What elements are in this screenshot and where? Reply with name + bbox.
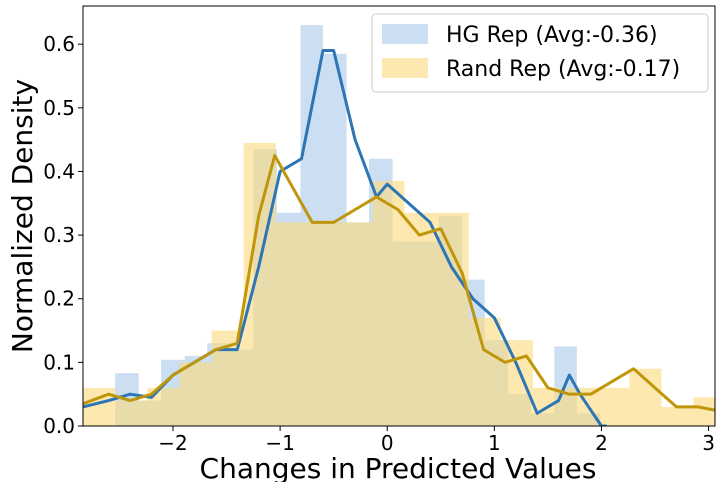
y-tick-label: 0.3 — [43, 223, 75, 247]
histogram-bar — [115, 400, 148, 426]
legend-label: Rand Rep (Avg:-0.17) — [446, 57, 680, 82]
legend-label: HG Rep (Avg:-0.36) — [446, 23, 658, 48]
y-tick-label: 0.1 — [43, 350, 75, 374]
histogram-bar — [500, 340, 533, 426]
histogram-bar — [661, 406, 694, 426]
y-tick-label: 0.6 — [43, 32, 75, 56]
x-tick-label: 0 — [381, 431, 394, 455]
x-axis-label: Changes in Predicted Values — [200, 452, 597, 482]
x-tick-label: 2 — [595, 431, 608, 455]
x-tick-label: −2 — [158, 431, 187, 455]
plot-area — [83, 25, 715, 426]
histogram-bar — [372, 181, 405, 426]
histogram-bar — [275, 222, 308, 426]
histogram-bar — [179, 362, 212, 426]
density-curve — [83, 154, 715, 412]
histogram-bar — [468, 317, 501, 426]
legend-box — [371, 13, 709, 93]
histogram-bar — [340, 222, 373, 426]
histogram-bar — [693, 397, 715, 426]
y-tick-label: 0.4 — [43, 159, 75, 183]
y-tick-label: 0.5 — [43, 96, 75, 120]
legend-swatch — [382, 58, 428, 78]
x-tick-label: 3 — [702, 431, 715, 455]
y-tick-label: 0.2 — [43, 287, 75, 311]
y-axis-label: Normalized Density — [6, 79, 39, 353]
histogram-bar — [404, 212, 437, 426]
x-tick-label: −1 — [265, 431, 294, 455]
x-tick-label: 1 — [488, 431, 501, 455]
histogram-bar — [597, 387, 630, 426]
legend-swatch — [382, 24, 428, 44]
plot-frame — [82, 5, 716, 427]
histogram-bar — [243, 142, 276, 426]
y-tick-label: 0.0 — [43, 414, 75, 438]
histogram-bar — [307, 222, 341, 426]
